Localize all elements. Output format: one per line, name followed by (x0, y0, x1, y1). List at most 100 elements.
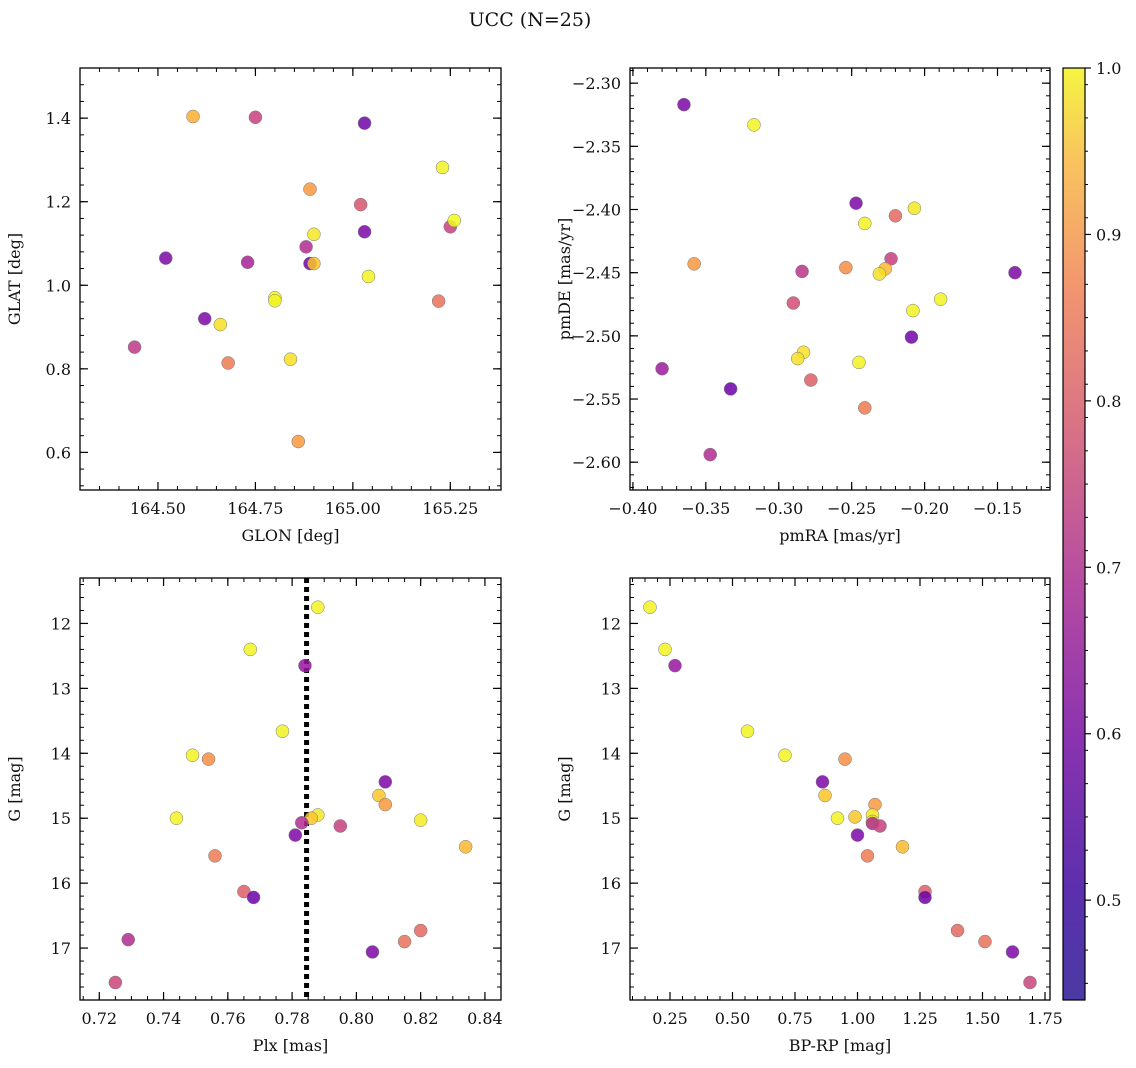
data-point (838, 752, 852, 766)
y-tick-label: −2.50 (572, 327, 621, 346)
data-point (687, 257, 701, 271)
axes-frame (79, 67, 502, 491)
y-tick-label: 12 (51, 614, 71, 633)
data-point (677, 97, 691, 112)
data-point (248, 110, 263, 125)
x-axis-label: GLON [deg] (241, 526, 339, 545)
data-point (186, 109, 200, 124)
axes-frame (629, 577, 1051, 1001)
data-point (655, 361, 669, 376)
data-point (950, 923, 965, 938)
x-tick-label: −0.40 (608, 499, 657, 518)
data-point (298, 658, 312, 673)
x-tick-label: −0.20 (900, 499, 949, 518)
data-point (435, 160, 450, 175)
data-point (858, 401, 872, 415)
data-point (201, 752, 216, 766)
x-tick-label: 1.00 (840, 1009, 876, 1028)
data-point (804, 373, 818, 387)
data-point (848, 810, 862, 824)
data-point (888, 209, 903, 223)
y-tick-label: 17 (601, 939, 621, 958)
data-point (458, 840, 473, 854)
colorbar-tick-label: 0.5 (1096, 891, 1121, 910)
data-point (208, 849, 222, 863)
colorbar-tick-label: 0.7 (1096, 558, 1121, 577)
colorbar-tick-label: 0.9 (1096, 225, 1121, 244)
x-tick-label: 0.74 (146, 1009, 182, 1028)
panels: 164.50 164.75 165.00 165.25 0.6 0.8 1.0 1.2 1.4 G… (5, 67, 1063, 1055)
data-point (357, 225, 372, 239)
data-point (860, 849, 875, 863)
x-axis-label: pmRA [mas/yr] (779, 526, 901, 545)
colorbar-tick-label: 0.6 (1096, 725, 1121, 744)
panel-bprp-g: 0.25 0.50 0.75 1.00 1.25 1.50 1.75 12 13 14 15 16 17… (555, 577, 1063, 1055)
data-point (818, 788, 832, 803)
y-tick-label: 0.6 (46, 443, 71, 462)
data-point (723, 382, 738, 396)
y-tick-label: 12 (601, 614, 621, 633)
panel-glon-glat: 164.50 164.75 165.00 165.25 0.6 0.8 1.0 1.2 1.4 G… (5, 67, 502, 545)
y-tick-label: 1.4 (46, 109, 71, 128)
data-point (307, 256, 321, 271)
y-tick-label: 13 (601, 679, 621, 698)
y-tick-label: −2.40 (572, 201, 621, 220)
y-axis-label: G [mag] (5, 756, 24, 821)
data-point (365, 945, 380, 959)
y-tick-label: −2.55 (572, 390, 621, 409)
y-tick-label: −2.60 (572, 453, 621, 472)
data-point (243, 642, 258, 657)
data-point (294, 816, 309, 830)
data-point (413, 813, 428, 827)
x-tick-label: −0.25 (827, 499, 876, 518)
data-point (747, 118, 761, 132)
x-tick-label: 0.76 (210, 1009, 246, 1028)
x-tick-label: 0.78 (274, 1009, 310, 1028)
x-axis-label: BP-RP [mag] (789, 1036, 891, 1055)
x-tick-label: 164.75 (227, 499, 283, 518)
panel-pmra-pmde: −0.40 −0.35 −0.30 −0.25 −0.20 −0.15 −2.60 −2.55… (555, 67, 1051, 545)
y-axis-label: GLAT [deg] (5, 233, 24, 325)
data-point (703, 447, 717, 462)
data-point (906, 303, 920, 318)
y-tick-label: 15 (601, 809, 621, 828)
data-point (197, 311, 212, 326)
data-point (127, 340, 142, 354)
x-tick-label: 165.25 (422, 499, 478, 518)
data-point (361, 269, 376, 284)
data-point (884, 252, 898, 266)
data-point (849, 196, 863, 210)
y-tick-label: 14 (51, 744, 71, 763)
y-tick-label: 15 (51, 809, 71, 828)
data-point (839, 260, 853, 275)
data-point (904, 330, 919, 344)
data-point (850, 828, 865, 842)
data-point (283, 352, 298, 366)
y-tick-label: 14 (601, 744, 621, 763)
data-point (246, 890, 261, 905)
data-point (852, 355, 866, 370)
y-tick-label: −2.35 (572, 137, 621, 156)
data-point (311, 600, 325, 614)
data-point (978, 934, 992, 949)
data-point (397, 934, 412, 949)
data-point (413, 923, 428, 938)
y-tick-label: 16 (51, 874, 71, 893)
data-point (1005, 945, 1020, 959)
data-point (668, 658, 682, 673)
data-point (159, 251, 173, 265)
x-tick-label: 0.80 (339, 1009, 375, 1028)
colorbar-tick-label: 1.0 (1096, 59, 1121, 78)
data-point (169, 811, 184, 825)
axes-frame (79, 577, 502, 1001)
data-point (378, 797, 393, 812)
x-tick-label: 0.25 (652, 1009, 688, 1028)
data-point (333, 819, 348, 833)
x-tick-label: 1.75 (1027, 1009, 1063, 1028)
colorbar: 0.5 0.6 0.7 0.8 0.9 1.0 (1062, 59, 1121, 1001)
x-tick-label: 0.82 (403, 1009, 439, 1028)
colorbar-gradient (1062, 67, 1086, 1001)
data-point (357, 116, 372, 130)
data-point (275, 724, 290, 738)
